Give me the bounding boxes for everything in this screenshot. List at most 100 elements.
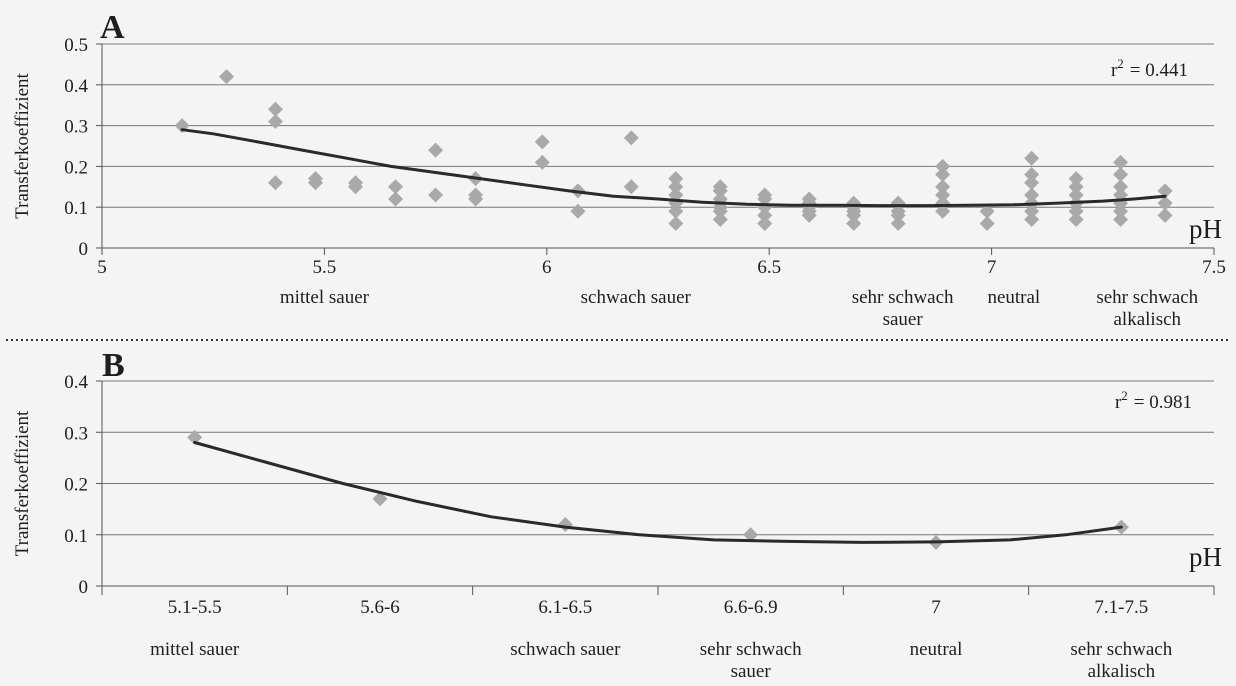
ph-category-label: alkalisch [1088,661,1156,682]
data-point [1068,187,1084,203]
data-point [743,527,759,543]
data-point [267,114,283,130]
x-tick-label: 7 [987,257,997,278]
data-point [1113,203,1129,219]
data-point [1024,187,1040,203]
data-point [1068,203,1084,219]
data-point [712,179,728,195]
ph-category-label: sehr schwach [852,287,954,308]
data-point [372,491,388,507]
data-point [557,517,573,532]
ph-category-label: sauer [731,661,772,682]
y-tick-label: 0.2 [64,475,88,496]
data-point [846,216,862,232]
data-point [174,118,190,134]
y-tick-label: 0.3 [64,117,88,138]
x-tick-label: 6 [542,257,552,278]
data-point [623,179,639,195]
data-point [979,216,995,232]
x-tick-label: 5.1-5.5 [168,597,222,618]
y-tick-label: 0.3 [64,423,88,444]
r-squared-annotation: r2 = 0.981 [1115,388,1192,413]
y-tick-label: 0.2 [64,157,88,178]
x-axis-label: pH [1189,214,1222,244]
ph-category-label: alkalisch [1114,309,1182,330]
data-point [668,179,684,195]
ph-category-label: schwach sauer [581,287,692,308]
data-point [979,203,995,219]
ph-category-label: mittel sauer [280,287,370,308]
data-point [428,142,444,158]
x-tick-label: 5.5 [313,257,337,278]
x-tick-label: 5 [97,257,107,278]
data-point [890,195,906,211]
panel-a: 0 0.1 0.2 0.3 0.4 0.5 5 5.5 6 6.5 7 7.5 mittel sauer… [12,9,1226,330]
data-point [1113,179,1129,195]
data-point [1024,150,1040,166]
y-axis-label: Transferkoeffizient [12,410,33,556]
y-tick-label: 0 [79,577,89,598]
data-point [1068,171,1084,187]
data-point [534,134,550,150]
data-point [668,216,684,232]
data-point [187,429,203,445]
x-tick-label: 6.6-6.9 [724,597,778,618]
ph-category-label: mittel sauer [150,639,240,660]
y-tick-label: 0.1 [64,526,88,547]
x-tick-label: 6.1-6.5 [538,597,592,618]
r-squared-annotation: r2 = 0.441 [1111,56,1188,81]
data-point [1113,154,1129,170]
data-point [935,179,951,195]
data-point [348,175,364,191]
data-point [219,69,235,85]
y-axis-label: Transferkoeffizient [12,72,33,218]
y-tick-label: 0 [79,239,89,260]
ph-category-label: sehr schwach [700,639,802,660]
data-point [1068,179,1084,195]
panel-b: 0 0.1 0.2 0.3 0.4 5.1-5.5 5.6-6 6.1-6.5 6.6-6.9 7… [12,347,1222,682]
data-point [468,187,484,203]
data-point [267,101,283,117]
data-point [267,175,283,191]
data-point [534,154,550,170]
y-tick-label: 0.5 [64,35,88,56]
x-axis-label: pH [1189,542,1222,572]
x-tick-label: 7.5 [1202,257,1226,278]
data-point [757,187,773,203]
data-point [1113,211,1129,227]
data-point [1068,211,1084,227]
data-point [570,203,586,219]
ph-category-label: sehr schwach [1070,639,1172,660]
data-point [1157,195,1173,211]
data-point [388,191,404,207]
data-point [1157,207,1173,223]
data-point [1024,167,1040,183]
panel-label: A [100,9,125,46]
data-point [623,130,639,146]
data-point [935,187,951,203]
data-point [1024,175,1040,191]
data-point [801,191,817,207]
ph-category-label: sehr schwach [1096,287,1198,308]
y-tick-label: 0.1 [64,198,88,219]
x-tick-label: 6.5 [757,257,781,278]
ph-category-label: schwach sauer [510,639,621,660]
data-point [757,207,773,223]
panel-label: B [102,347,125,384]
data-point [428,187,444,203]
x-tick-label: 7.1-7.5 [1094,597,1148,618]
ph-category-label: sauer [883,309,924,330]
data-point [1024,211,1040,227]
data-point [935,167,951,183]
data-point [935,158,951,174]
ph-category-label: neutral [910,639,963,660]
data-point [1113,167,1129,183]
data-point [668,171,684,187]
data-point [1157,183,1173,199]
x-tick-label: 5.6-6 [360,597,400,618]
data-point [890,203,906,219]
trend-line [193,441,1123,544]
data-point [757,216,773,232]
ph-category-label: neutral [987,287,1040,308]
